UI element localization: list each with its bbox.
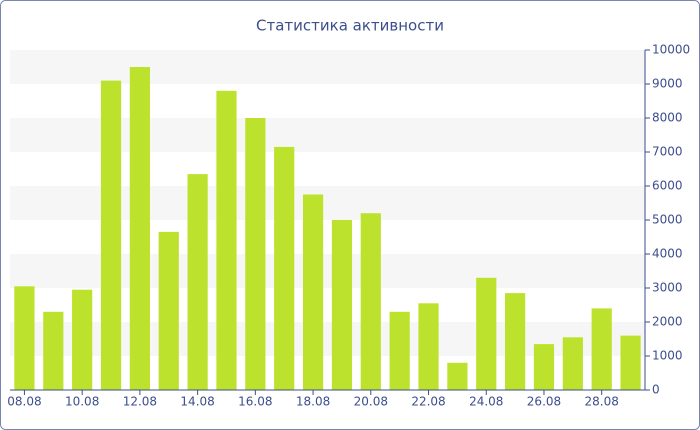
y-tick-label: 4000	[652, 247, 683, 261]
x-tick-label: 08.08	[7, 395, 41, 409]
bar	[360, 213, 381, 390]
bar	[129, 67, 150, 390]
x-tick-label: 20.08	[354, 395, 388, 409]
x-tick-label: 16.08	[238, 395, 272, 409]
x-tick-label: 12.08	[123, 395, 157, 409]
y-tick-label: 7000	[652, 145, 683, 159]
x-tick-label: 26.08	[527, 395, 561, 409]
bar	[274, 146, 295, 390]
bar	[43, 311, 64, 390]
bar	[158, 231, 179, 390]
y-tick-label: 2000	[652, 315, 683, 329]
bar	[187, 174, 208, 390]
y-tick-label: 0	[652, 383, 660, 397]
bar	[418, 303, 439, 390]
bar	[216, 90, 237, 391]
y-tick-label: 10000	[652, 43, 690, 57]
y-tick-label: 9000	[652, 77, 683, 91]
x-tick-label: 10.08	[65, 395, 99, 409]
bar	[476, 277, 497, 390]
bar	[14, 286, 35, 390]
x-tick-label: 24.08	[469, 395, 503, 409]
y-tick-label: 6000	[652, 179, 683, 193]
bar	[591, 308, 612, 390]
y-tick-label: 8000	[652, 111, 683, 125]
bar	[389, 311, 410, 390]
bar	[505, 293, 526, 390]
x-tick-label: 22.08	[411, 395, 445, 409]
x-tick-label: 18.08	[296, 395, 330, 409]
y-tick-label: 5000	[652, 213, 683, 227]
x-tick-label: 14.08	[180, 395, 214, 409]
bar	[447, 362, 468, 390]
x-tick-label: 28.08	[585, 395, 619, 409]
bar	[302, 194, 324, 390]
y-tick-label: 3000	[652, 281, 683, 295]
bar	[562, 337, 583, 390]
bar	[72, 289, 93, 390]
chart-title: Статистика активности	[256, 17, 444, 35]
grid-band	[10, 50, 645, 84]
bar	[245, 118, 266, 390]
bar	[533, 344, 555, 390]
bar	[331, 220, 353, 390]
y-tick-label: 1000	[652, 349, 683, 363]
bar	[620, 335, 641, 390]
bar	[100, 80, 122, 390]
